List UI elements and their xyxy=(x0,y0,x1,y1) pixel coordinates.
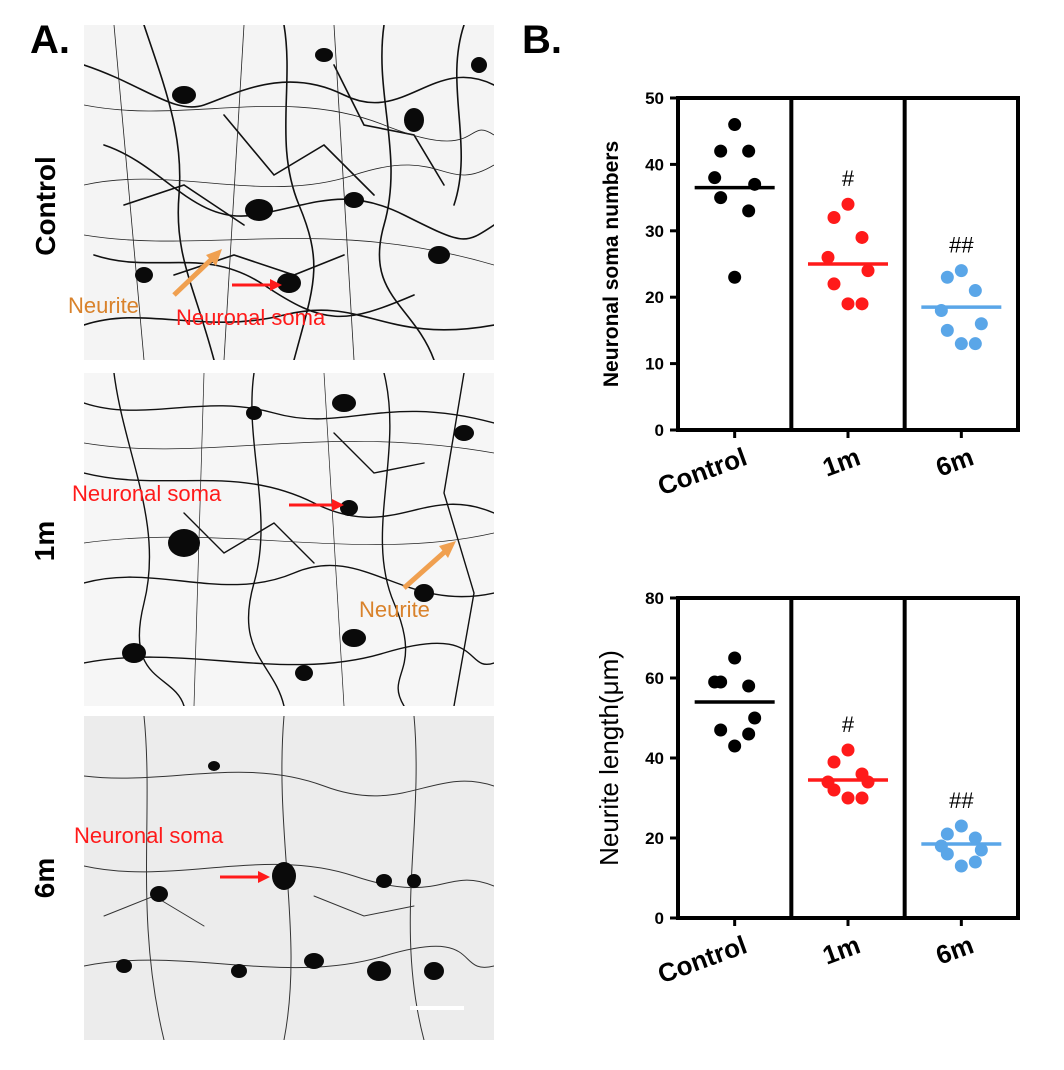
data-point xyxy=(742,679,756,693)
panel-a-label: A. xyxy=(30,18,70,62)
data-point xyxy=(708,675,722,689)
significance-marker: ## xyxy=(949,233,974,258)
annotation-1m-neurite: Neurite xyxy=(359,597,430,622)
y-tick-label: 30 xyxy=(645,222,664,241)
y-tick-label: 20 xyxy=(645,288,664,307)
data-point xyxy=(742,727,756,741)
data-point xyxy=(714,723,728,737)
y-tick-label: 0 xyxy=(655,421,664,440)
data-point xyxy=(827,211,841,225)
data-point xyxy=(855,230,869,244)
y-tick-label: 20 xyxy=(645,829,664,848)
plot-frame xyxy=(676,596,1020,920)
data-point xyxy=(940,323,954,337)
data-point xyxy=(968,337,982,351)
x-tick-label: 6m xyxy=(932,441,978,482)
x-tick-label: 1m xyxy=(818,441,864,482)
micrograph-1m xyxy=(84,373,494,706)
data-point xyxy=(954,337,968,351)
significance-marker: # xyxy=(842,712,855,737)
data-point xyxy=(728,118,742,132)
data-point xyxy=(940,847,954,861)
data-point xyxy=(968,831,982,845)
data-point xyxy=(827,755,841,769)
significance-marker: # xyxy=(842,166,855,191)
data-point xyxy=(861,775,875,789)
x-tick-label: 6m xyxy=(932,929,978,970)
annotation-control-neurite: Neurite xyxy=(68,293,139,318)
soma-numbers-chart: 0 10 20 30 40 50 Neuronal soma numbers Control 1… xyxy=(600,89,1020,501)
y-tick-label: 0 xyxy=(655,909,664,928)
annotation-1m-soma: Neuronal soma xyxy=(72,481,222,506)
y-axis-label: Neurite length(μm) xyxy=(594,650,624,866)
data-point xyxy=(968,855,982,869)
x-tick-label: 1m xyxy=(818,929,864,970)
y-tick-label: 60 xyxy=(645,669,664,688)
data-point xyxy=(714,144,728,158)
data-point xyxy=(827,277,841,291)
data-point xyxy=(728,739,742,753)
data-point xyxy=(841,197,855,211)
annotation-control-soma: Neuronal soma xyxy=(176,305,326,330)
significance-marker: ## xyxy=(949,788,974,813)
x-tick-label: Control xyxy=(654,929,751,989)
data-point xyxy=(954,859,968,873)
data-point xyxy=(821,250,835,264)
data-point xyxy=(841,297,855,311)
micrograph-control xyxy=(84,25,494,360)
y-tick-label: 10 xyxy=(645,355,664,374)
data-point xyxy=(940,827,954,841)
data-point xyxy=(742,204,756,218)
data-point xyxy=(861,264,875,278)
data-point xyxy=(940,270,954,284)
data-point xyxy=(748,711,762,725)
row-label-control: Control xyxy=(30,156,61,256)
data-point xyxy=(968,284,982,298)
data-point xyxy=(855,791,869,805)
data-point xyxy=(974,317,988,331)
data-point xyxy=(841,743,855,757)
y-tick-label: 40 xyxy=(645,749,664,768)
data-point xyxy=(974,843,988,857)
data-point xyxy=(714,191,728,205)
y-tick-label: 80 xyxy=(645,589,664,608)
data-point xyxy=(708,171,722,185)
data-point xyxy=(954,264,968,278)
data-point xyxy=(841,791,855,805)
data-point xyxy=(728,270,742,284)
micrograph-6m xyxy=(84,716,494,1040)
x-tick-label: Control xyxy=(654,441,751,501)
data-point xyxy=(742,144,756,158)
y-axis-label: Neuronal soma numbers xyxy=(600,141,623,387)
data-point xyxy=(827,783,841,797)
row-label-6m: 6m xyxy=(29,857,60,899)
row-label-1m: 1m xyxy=(29,520,60,562)
data-point xyxy=(954,819,968,833)
annotation-6m-soma: Neuronal soma xyxy=(74,823,224,848)
panel-b-label: B. xyxy=(522,18,562,62)
y-tick-label: 40 xyxy=(645,155,664,174)
y-tick-label: 50 xyxy=(645,89,664,108)
data-point xyxy=(855,297,869,311)
data-point xyxy=(728,651,742,665)
